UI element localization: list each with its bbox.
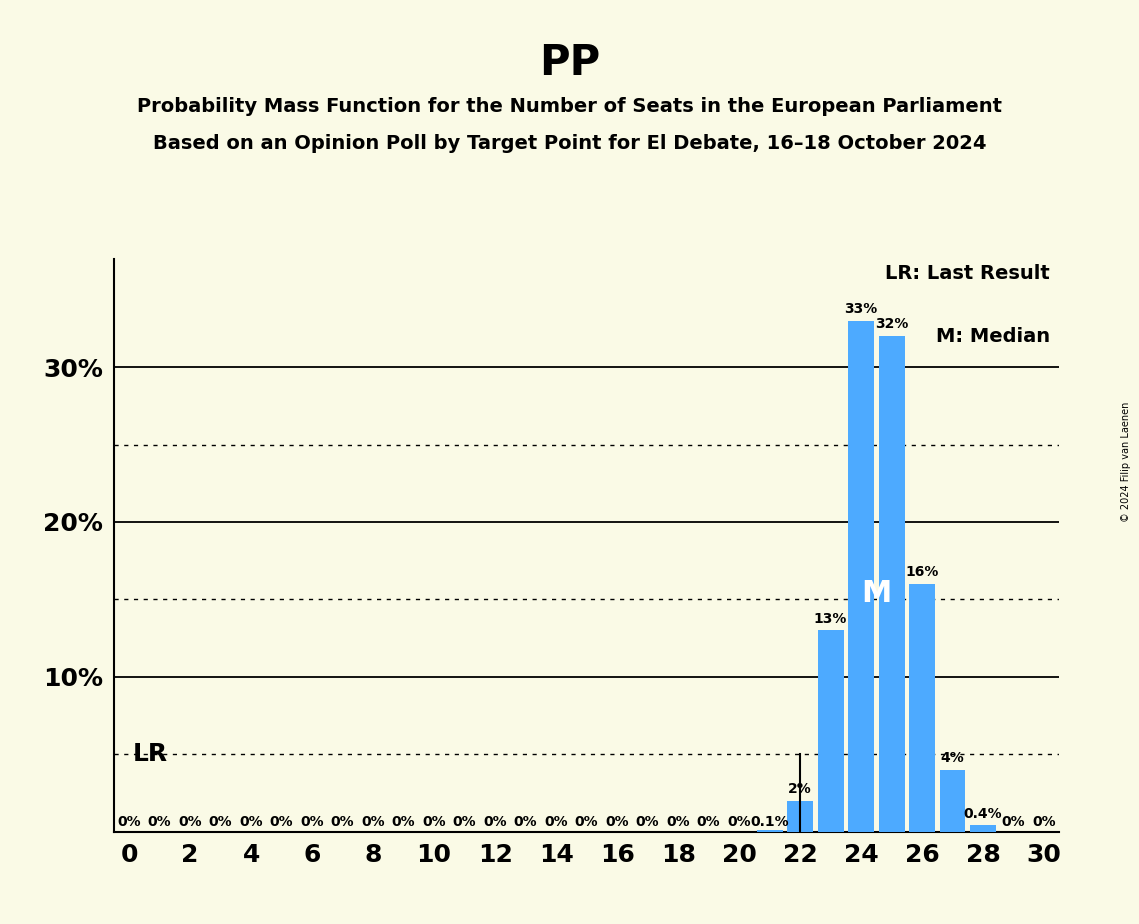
Text: LR: Last Result: LR: Last Result xyxy=(885,264,1050,284)
Text: 0.1%: 0.1% xyxy=(751,815,789,829)
Text: © 2024 Filip van Laenen: © 2024 Filip van Laenen xyxy=(1121,402,1131,522)
Text: 0%: 0% xyxy=(544,815,568,829)
Text: 0%: 0% xyxy=(361,815,385,829)
Text: 0%: 0% xyxy=(483,815,507,829)
Text: 33%: 33% xyxy=(844,302,878,316)
Text: 0%: 0% xyxy=(208,815,232,829)
Text: 0%: 0% xyxy=(605,815,629,829)
Bar xyxy=(756,830,782,832)
Text: 0%: 0% xyxy=(270,815,294,829)
Text: 0%: 0% xyxy=(1001,815,1025,829)
Text: 0%: 0% xyxy=(514,815,538,829)
Text: 0%: 0% xyxy=(117,815,141,829)
Bar xyxy=(849,321,874,832)
Text: M: M xyxy=(861,579,892,608)
Text: 0%: 0% xyxy=(1032,815,1056,829)
Text: 0%: 0% xyxy=(148,815,172,829)
Text: M: Median: M: Median xyxy=(936,327,1050,346)
Text: 32%: 32% xyxy=(875,318,908,332)
Text: 0%: 0% xyxy=(392,815,416,829)
Text: 0%: 0% xyxy=(575,815,598,829)
Text: 0%: 0% xyxy=(239,815,263,829)
Bar xyxy=(787,800,813,832)
Bar xyxy=(940,770,966,832)
Text: 0%: 0% xyxy=(666,815,690,829)
Text: 0%: 0% xyxy=(423,815,445,829)
Bar xyxy=(818,630,844,832)
Text: Probability Mass Function for the Number of Seats in the European Parliament: Probability Mass Function for the Number… xyxy=(137,97,1002,116)
Text: 4%: 4% xyxy=(941,751,965,765)
Text: 2%: 2% xyxy=(788,782,812,796)
Bar xyxy=(970,825,995,832)
Text: 0%: 0% xyxy=(728,815,751,829)
Text: 13%: 13% xyxy=(814,612,847,626)
Bar xyxy=(909,584,935,832)
Text: 16%: 16% xyxy=(906,565,939,579)
Text: 0%: 0% xyxy=(179,815,202,829)
Text: 0%: 0% xyxy=(697,815,720,829)
Bar xyxy=(878,336,904,832)
Text: 0%: 0% xyxy=(453,815,476,829)
Text: 0.4%: 0.4% xyxy=(964,807,1002,821)
Text: Based on an Opinion Poll by Target Point for El Debate, 16–18 October 2024: Based on an Opinion Poll by Target Point… xyxy=(153,134,986,153)
Text: PP: PP xyxy=(539,42,600,83)
Text: 0%: 0% xyxy=(636,815,659,829)
Text: 0%: 0% xyxy=(330,815,354,829)
Text: LR: LR xyxy=(133,742,167,766)
Text: 0%: 0% xyxy=(301,815,323,829)
